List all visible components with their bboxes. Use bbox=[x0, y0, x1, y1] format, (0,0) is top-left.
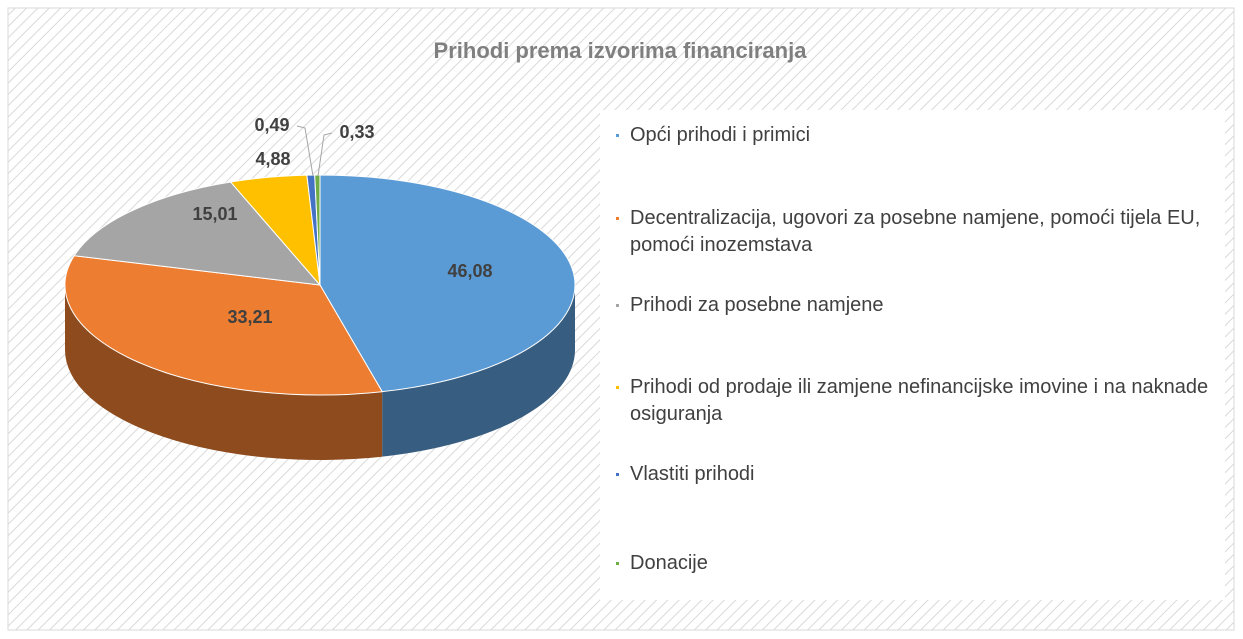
slice bbox=[73, 181, 322, 286]
legend-label: Prihodi za posebne namjene bbox=[630, 294, 884, 316]
legend-label: Vlastiti prihodi bbox=[630, 463, 755, 485]
legend-marker bbox=[616, 562, 619, 565]
slice bbox=[319, 174, 576, 393]
slice bbox=[64, 255, 383, 396]
legend-label: Prihodi od prodaje ili zamjene nefinanci… bbox=[630, 376, 1209, 425]
legend-marker bbox=[616, 386, 619, 389]
legend-background bbox=[600, 110, 1225, 600]
legend-label: Opći prihodi i primici bbox=[630, 124, 811, 146]
leader-line bbox=[296, 125, 314, 177]
legend-label: Decentralizacija, ugovori za posebne nam… bbox=[630, 207, 1201, 256]
data-label: 33,21 bbox=[227, 307, 272, 327]
slice bbox=[314, 174, 321, 286]
data-label: 46,08 bbox=[447, 261, 492, 281]
legend-marker bbox=[616, 304, 619, 307]
slice-side bbox=[382, 285, 575, 457]
chart-title: Prihodi prema izvorima financiranja bbox=[434, 38, 808, 63]
slice-side bbox=[65, 285, 383, 460]
data-label: 0,49 bbox=[254, 115, 289, 135]
data-label: 15,01 bbox=[192, 204, 237, 224]
leader-line bbox=[317, 132, 333, 177]
legend-marker bbox=[616, 473, 619, 476]
legend-marker bbox=[616, 217, 619, 220]
legend-label: Donacije bbox=[630, 552, 708, 574]
legend-marker bbox=[616, 134, 619, 137]
data-label: 0,33 bbox=[339, 122, 374, 142]
data-label: 4,88 bbox=[255, 149, 290, 169]
